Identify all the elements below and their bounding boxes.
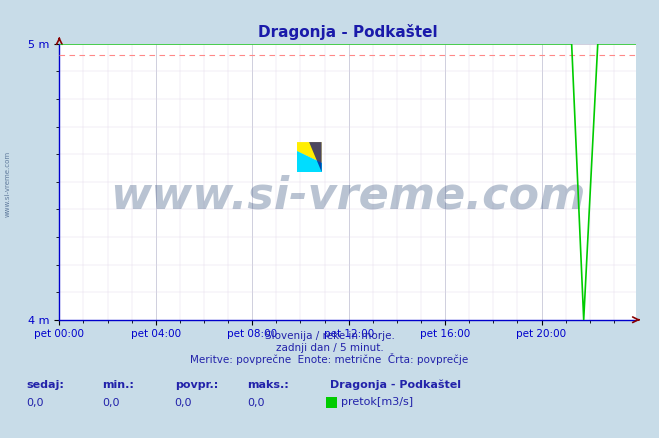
- Text: min.:: min.:: [102, 380, 134, 390]
- Text: pretok[m3/s]: pretok[m3/s]: [341, 397, 413, 407]
- Text: sedaj:: sedaj:: [26, 380, 64, 390]
- Text: Dragonja - Podkaštel: Dragonja - Podkaštel: [330, 379, 461, 390]
- Text: www.si-vreme.com: www.si-vreme.com: [5, 151, 11, 217]
- Text: Slovenija / reke in morje.: Slovenija / reke in morje.: [264, 332, 395, 342]
- Text: maks.:: maks.:: [247, 380, 289, 390]
- Text: www.si-vreme.com: www.si-vreme.com: [110, 174, 585, 217]
- Polygon shape: [309, 142, 322, 172]
- Polygon shape: [297, 142, 322, 163]
- Title: Dragonja - Podkaštel: Dragonja - Podkaštel: [258, 24, 438, 40]
- Text: povpr.:: povpr.:: [175, 380, 218, 390]
- Text: 0,0: 0,0: [247, 399, 265, 409]
- Text: Meritve: povprečne  Enote: metrične  Črta: povprečje: Meritve: povprečne Enote: metrične Črta:…: [190, 353, 469, 365]
- Text: zadnji dan / 5 minut.: zadnji dan / 5 minut.: [275, 343, 384, 353]
- Text: 0,0: 0,0: [102, 399, 120, 409]
- Polygon shape: [297, 151, 322, 172]
- Text: 0,0: 0,0: [26, 399, 44, 409]
- Text: 0,0: 0,0: [175, 399, 192, 409]
